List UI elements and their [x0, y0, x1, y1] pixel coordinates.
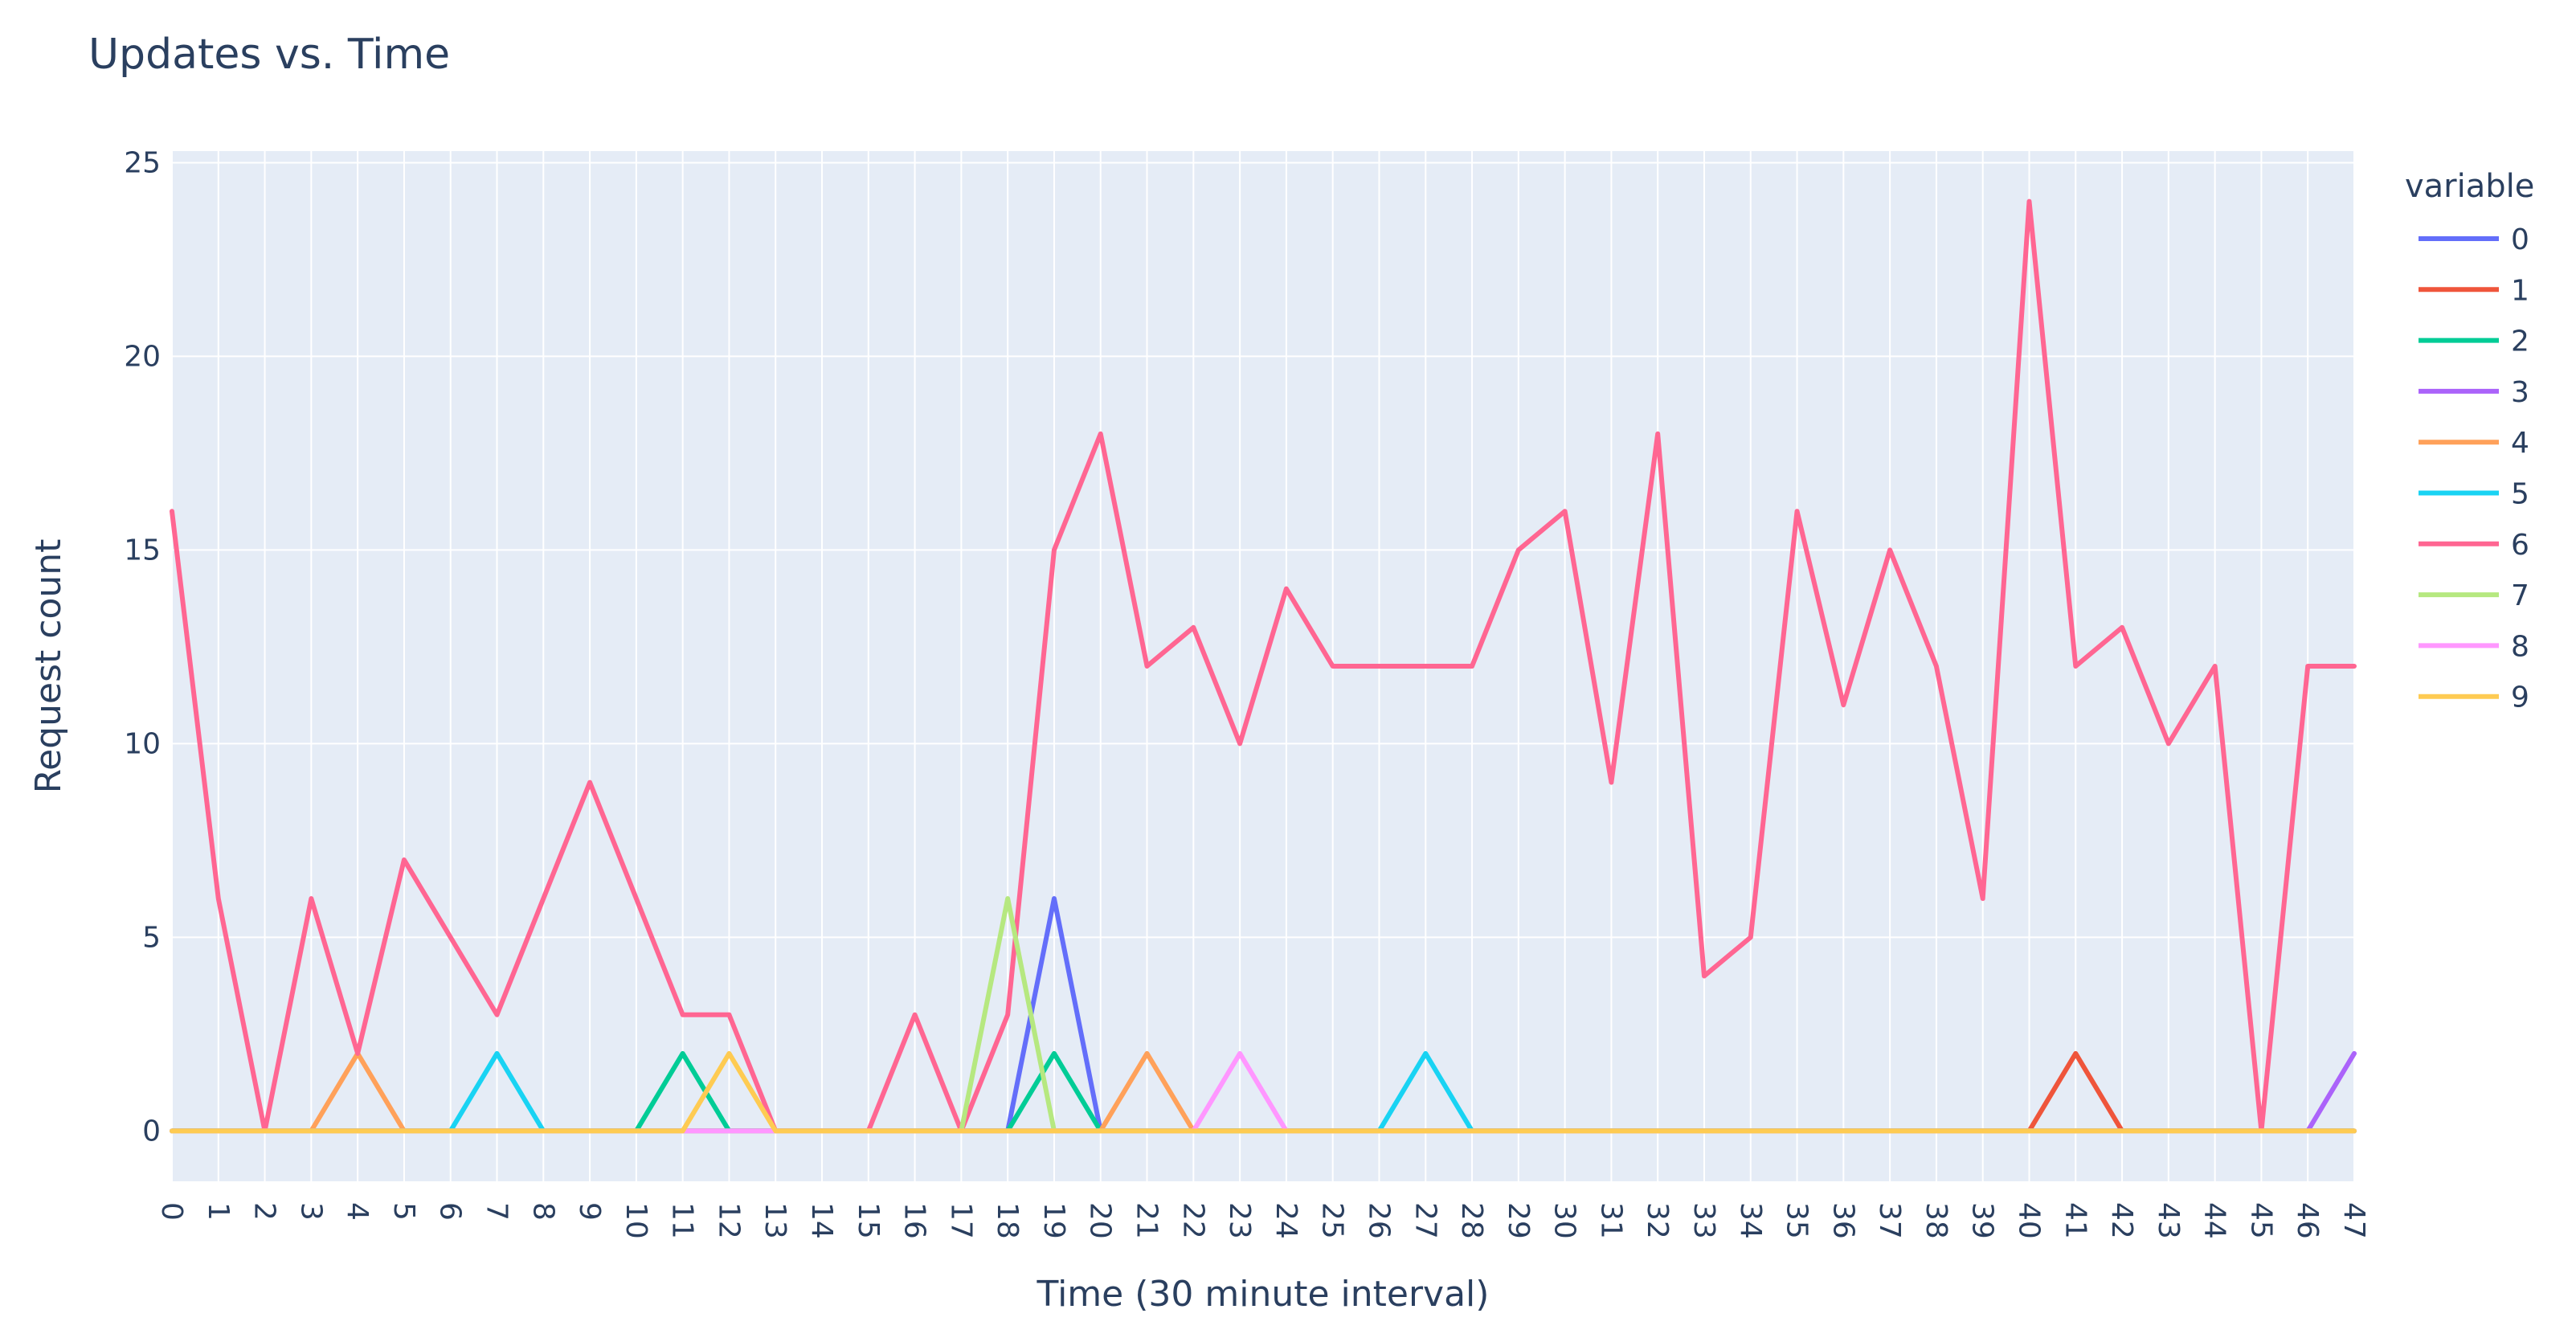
x-tick-label: 2 [248, 1202, 281, 1221]
x-tick-label: 5 [387, 1202, 420, 1221]
x-tick-label: 0 [155, 1202, 188, 1221]
x-tick-label: 26 [1362, 1202, 1395, 1239]
x-tick-label: 21 [1131, 1202, 1163, 1239]
y-tick-label: 10 [124, 727, 161, 760]
legend-label: 5 [2511, 478, 2529, 511]
legend-item-9[interactable]: 9 [2419, 681, 2529, 714]
legend-title: variable [2405, 168, 2534, 205]
x-tick-label: 23 [1223, 1202, 1256, 1239]
x-tick-label: 25 [1316, 1202, 1349, 1239]
x-tick-label: 35 [1781, 1202, 1813, 1239]
legend-item-1[interactable]: 1 [2419, 274, 2529, 307]
y-tick-label: 5 [142, 921, 161, 954]
x-tick-label: 10 [619, 1202, 652, 1239]
y-axis-ticks: 0 5 10 15 20 25 [124, 146, 161, 1148]
legend-label: 9 [2511, 681, 2529, 714]
x-tick-label: 33 [1687, 1202, 1720, 1239]
legend-item-2[interactable]: 2 [2419, 325, 2529, 358]
x-tick-label: 9 [573, 1202, 606, 1221]
x-tick-label: 32 [1641, 1202, 1674, 1239]
x-tick-label: 12 [712, 1202, 745, 1239]
x-tick-label: 47 [2337, 1202, 2370, 1239]
x-tick-label: 39 [1966, 1202, 1999, 1239]
legend-label: 0 [2511, 223, 2529, 256]
legend-label: 1 [2511, 274, 2529, 307]
x-tick-label: 8 [526, 1202, 559, 1221]
x-tick-label: 22 [1176, 1202, 1209, 1239]
legend-item-3[interactable]: 3 [2419, 376, 2529, 409]
x-tick-label: 15 [852, 1202, 885, 1239]
x-tick-label: 20 [1084, 1202, 1117, 1239]
x-tick-label: 27 [1409, 1202, 1441, 1239]
x-tick-label: 30 [1548, 1202, 1581, 1239]
x-tick-label: 24 [1270, 1202, 1302, 1239]
series-line-9[interactable] [170, 1050, 2357, 1134]
legend-item-6[interactable]: 6 [2419, 529, 2529, 562]
x-tick-label: 44 [2198, 1202, 2231, 1239]
x-tick-label: 17 [944, 1202, 977, 1239]
legend: variable 0 1 2 3 4 5 6 7 8 9 [2405, 168, 2534, 714]
x-tick-label: 19 [1037, 1202, 1070, 1239]
y-tick-label: 15 [124, 534, 161, 567]
y-tick-label: 0 [142, 1115, 161, 1148]
x-tick-label: 40 [2012, 1202, 2045, 1239]
legend-item-4[interactable]: 4 [2419, 427, 2529, 460]
y-tick-label: 20 [124, 340, 161, 373]
x-axis-title: Time (30 minute interval) [1037, 1274, 1490, 1315]
x-axis-ticks: 0 1 2 3 4 5 6 7 8 9 10 11 12 13 14 15 16 17 18 19 20 21 22 23 24… [155, 1202, 2370, 1239]
legend-item-5[interactable]: 5 [2419, 478, 2529, 511]
y-tick-label: 25 [124, 146, 161, 179]
x-tick-label: 37 [1873, 1202, 1906, 1239]
x-tick-label: 34 [1734, 1202, 1767, 1239]
legend-items: 0 1 2 3 4 5 6 7 8 9 [2419, 223, 2529, 714]
series-line-6[interactable] [170, 198, 2357, 1134]
x-tick-label: 6 [434, 1202, 467, 1221]
x-tick-label: 1 [202, 1202, 235, 1221]
x-tick-label: 28 [1455, 1202, 1488, 1239]
x-tick-label: 7 [480, 1202, 513, 1221]
x-tick-label: 45 [2244, 1202, 2277, 1239]
legend-item-0[interactable]: 0 [2419, 223, 2529, 256]
legend-label: 3 [2511, 376, 2529, 409]
legend-label: 8 [2511, 630, 2529, 663]
y-axis-title: Request count [28, 539, 69, 794]
x-tick-label: 43 [2152, 1202, 2185, 1239]
legend-label: 4 [2511, 427, 2529, 460]
x-tick-label: 18 [991, 1202, 1024, 1239]
x-tick-label: 16 [898, 1202, 931, 1239]
legend-item-8[interactable]: 8 [2419, 630, 2529, 663]
legend-label: 2 [2511, 325, 2529, 358]
legend-label: 6 [2511, 529, 2529, 562]
x-tick-label: 11 [666, 1202, 699, 1239]
chart-title: Updates vs. Time [88, 31, 450, 79]
x-tick-label: 13 [758, 1202, 791, 1239]
x-tick-label: 38 [1920, 1202, 1952, 1239]
x-tick-label: 31 [1594, 1202, 1627, 1239]
x-tick-label: 14 [805, 1202, 838, 1239]
legend-label: 7 [2511, 579, 2529, 612]
x-tick-label: 36 [1826, 1202, 1859, 1239]
series-lines [170, 198, 2357, 1134]
x-tick-label: 42 [2105, 1202, 2138, 1239]
x-tick-label: 3 [294, 1202, 327, 1221]
x-tick-label: 29 [1502, 1202, 1535, 1239]
x-tick-label: 41 [2059, 1202, 2091, 1239]
legend-item-7[interactable]: 7 [2419, 579, 2529, 612]
x-tick-label: 46 [2291, 1202, 2324, 1239]
x-tick-label: 4 [341, 1202, 374, 1221]
